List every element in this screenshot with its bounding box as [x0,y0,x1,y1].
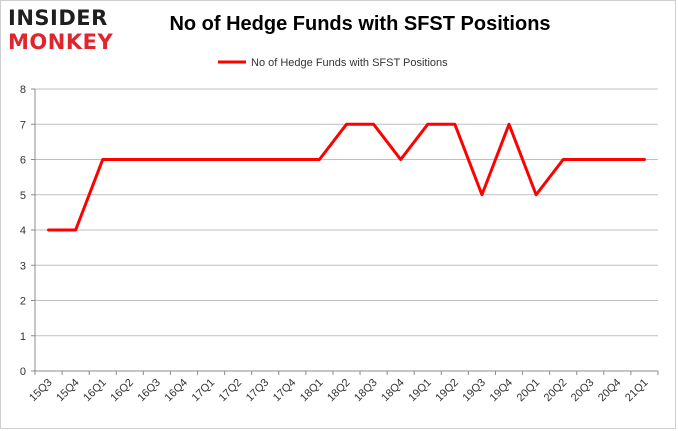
chart-title: No of Hedge Funds with SFST Positions [169,13,551,35]
y-tick-label: 4 [20,225,26,237]
x-tick-label: 17Q1 [190,377,218,405]
x-tick-label: 18Q4 [379,377,407,405]
series-layer [47,122,646,232]
x-tick-label: 18Q3 [352,377,380,405]
x-tick-label: 21Q1 [623,377,651,405]
x-tick-label: 16Q1 [81,377,109,405]
legend: No of Hedge Funds with SFST Positions [218,57,448,69]
x-tick-label: 20Q4 [596,377,624,405]
x-axis-ticks: 15Q3 15Q4 16Q1 16Q2 16Q3 16Q4 17Q1 17Q2 17Q3 17Q4… [27,371,659,405]
x-tick-label: 16Q3 [135,377,163,405]
y-tick-label: 6 [20,155,26,167]
y-tick-label: 8 [20,84,26,96]
x-tick-label: 19Q4 [488,377,516,405]
x-tick-label: 18Q1 [298,377,326,405]
x-tick-label: 15Q3 [27,377,55,405]
x-tick-label: 15Q4 [54,377,82,405]
logo-line-2: MONKEY [8,30,114,54]
gridlines [35,88,658,337]
x-tick-label: 20Q2 [542,377,570,405]
x-tick-label: 18Q2 [325,377,353,405]
x-tick-label: 17Q2 [217,377,245,405]
x-tick-label: 19Q1 [406,377,434,405]
y-tick-label: 0 [20,366,26,378]
x-tick-label: 16Q4 [163,377,191,405]
x-tick-label: 19Q2 [433,377,461,405]
y-tick-label: 3 [20,260,26,272]
x-tick-label: 19Q3 [461,377,489,405]
x-tick-label: 20Q3 [569,377,597,405]
legend-label: No of Hedge Funds with SFST Positions [251,57,448,69]
x-tick-label: 17Q3 [244,377,272,405]
y-tick-label: 2 [20,296,26,308]
x-tick-label: 16Q2 [108,377,136,405]
logo-line-1: INSIDER [8,6,108,30]
insider-monkey-logo: INSIDER MONKEY [8,6,128,56]
x-tick-label: 20Q1 [515,377,543,405]
y-tick-label: 1 [20,331,26,343]
y-tick-label: 7 [20,119,26,131]
y-axis-ticks: 0 1 2 3 4 5 6 7 8 [20,84,35,378]
y-tick-label: 5 [20,190,26,202]
series-line [47,122,646,232]
x-tick-label: 17Q4 [271,377,299,405]
